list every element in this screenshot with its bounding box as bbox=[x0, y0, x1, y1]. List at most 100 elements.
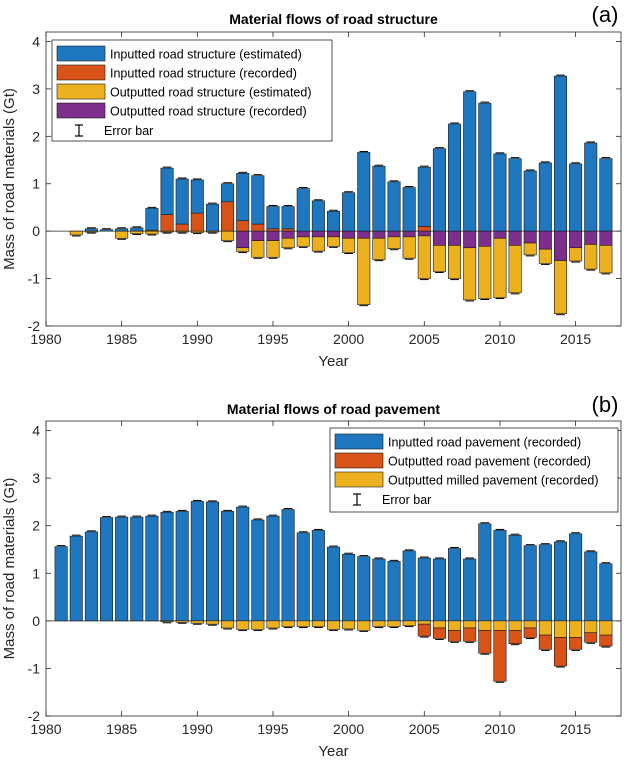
bar-outputted-road-structure-estimated--2000 bbox=[342, 237, 356, 253]
legend-swatch bbox=[334, 433, 384, 450]
y-tick-label: -1 bbox=[28, 271, 41, 287]
bar-outputted-milled-pavement-recorded--2016 bbox=[584, 620, 598, 634]
bar-outputted-road-structure-estimated--2010 bbox=[493, 237, 507, 298]
bar-outputted-milled-pavement-recorded--2007 bbox=[448, 620, 462, 631]
bar-inputted-road-pavement-recorded--1995 bbox=[266, 515, 280, 622]
bar-outputted-milled-pavement-recorded--2002 bbox=[372, 620, 386, 627]
x-tick-label: 2010 bbox=[484, 331, 515, 347]
bar-inputted-road-pavement-recorded--2016 bbox=[584, 551, 598, 622]
x-tick-label: 1985 bbox=[106, 331, 137, 347]
bar-inputted-road-pavement-recorded--1999 bbox=[326, 546, 341, 622]
bar-inputted-road-pavement-recorded--2009 bbox=[478, 523, 492, 622]
x-tick-label: 1980 bbox=[30, 721, 61, 737]
bar-outputted-road-structure-estimated--2004 bbox=[402, 236, 416, 259]
bar-outputted-milled-pavement-recorded--2008 bbox=[463, 620, 477, 629]
bar-inputted-road-structure-recorded--1993 bbox=[236, 220, 250, 232]
bar-inputted-road-pavement-recorded--2015 bbox=[569, 533, 583, 622]
bar-inputted-road-structure-recorded--1988 bbox=[160, 214, 174, 232]
bar-outputted-road-structure-estimated--2006 bbox=[432, 245, 446, 272]
bar-inputted-road-pavement-recorded--2012 bbox=[523, 545, 537, 622]
x-axis-label: Year bbox=[318, 353, 348, 370]
bar-outputted-milled-pavement-recorded--2017 bbox=[599, 620, 613, 636]
bar-inputted-road-pavement-recorded--1985 bbox=[115, 516, 129, 622]
bar-inputted-road-structure-estimated--1992 bbox=[221, 183, 235, 203]
y-tick-label: -1 bbox=[28, 660, 41, 676]
bar-inputted-road-structure-estimated--1987 bbox=[145, 208, 159, 231]
bar-inputted-road-structure-estimated--1990 bbox=[190, 179, 204, 214]
bar-inputted-road-pavement-recorded--2006 bbox=[432, 558, 446, 622]
y-tick-label: 3 bbox=[32, 81, 40, 97]
bar-outputted-road-structure-estimated--2007 bbox=[448, 245, 462, 279]
bar-inputted-road-pavement-recorded--2010 bbox=[493, 530, 507, 622]
bar-outputted-road-structure-estimated--1996 bbox=[281, 237, 295, 249]
bar-outputted-road-structure-recorded--2001 bbox=[357, 230, 371, 239]
bar-outputted-milled-pavement-recorded--2006 bbox=[432, 620, 446, 629]
bar-outputted-road-structure-recorded--1994 bbox=[251, 230, 265, 241]
bar-outputted-road-structure-recorded--2016 bbox=[584, 230, 598, 245]
bar-outputted-milled-pavement-recorded--1990 bbox=[190, 620, 204, 624]
bar-outputted-road-pavement-recorded--2017 bbox=[599, 634, 613, 647]
bar-inputted-road-structure-estimated--2013 bbox=[538, 162, 552, 232]
x-tick-label: 2015 bbox=[560, 721, 591, 737]
bar-outputted-road-structure-estimated--1983 bbox=[84, 230, 98, 233]
bar-inputted-road-structure-recorded--1990 bbox=[190, 212, 204, 232]
bar-outputted-road-structure-estimated--2005 bbox=[417, 235, 431, 279]
bar-outputted-milled-pavement-recorded--2003 bbox=[387, 620, 401, 627]
bar-inputted-road-pavement-recorded--1982 bbox=[69, 535, 83, 622]
bar-inputted-road-structure-estimated--1994 bbox=[251, 175, 265, 225]
bar-outputted-road-structure-recorded--2005 bbox=[417, 230, 431, 237]
bar-outputted-milled-pavement-recorded--2014 bbox=[553, 620, 567, 638]
x-tick-label: 1985 bbox=[106, 721, 137, 737]
legend-swatch bbox=[56, 64, 106, 81]
bar-outputted-road-structure-estimated--1987 bbox=[145, 230, 159, 235]
bar-inputted-road-pavement-recorded--1987 bbox=[145, 515, 159, 622]
bar-inputted-road-pavement-recorded--1993 bbox=[236, 506, 250, 622]
bar-outputted-milled-pavement-recorded--1994 bbox=[251, 620, 265, 630]
bar-outputted-road-structure-recorded--2015 bbox=[569, 230, 583, 249]
bar-outputted-milled-pavement-recorded--2000 bbox=[342, 620, 356, 630]
y-tick-label: 1 bbox=[32, 565, 40, 581]
bar-inputted-road-structure-estimated--2008 bbox=[463, 91, 477, 232]
bar-outputted-road-structure-recorded--2010 bbox=[493, 230, 507, 239]
y-axis-label: Mass of road materials (Gt) bbox=[1, 478, 18, 660]
bar-inputted-road-pavement-recorded--2011 bbox=[508, 534, 522, 622]
bar-inputted-road-structure-recorded--1996 bbox=[281, 228, 295, 232]
bar-inputted-road-structure-estimated--2012 bbox=[523, 170, 537, 232]
bar-inputted-road-structure-recorded--1995 bbox=[266, 228, 280, 232]
bar-outputted-road-pavement-recorded--2008 bbox=[463, 627, 477, 642]
bar-outputted-road-structure-recorded--2013 bbox=[538, 230, 552, 250]
bar-outputted-road-structure-estimated--1990 bbox=[190, 230, 204, 233]
bar-outputted-road-structure-recorded--1996 bbox=[281, 230, 295, 239]
bar-outputted-road-structure-estimated--1986 bbox=[130, 230, 144, 234]
y-tick-label: 1 bbox=[32, 176, 40, 192]
bar-inputted-road-structure-estimated--1983 bbox=[84, 228, 98, 232]
bar-inputted-road-structure-estimated--1995 bbox=[266, 206, 280, 230]
bar-outputted-road-structure-estimated--1994 bbox=[251, 240, 265, 258]
bar-outputted-road-structure-recorded--1993 bbox=[236, 230, 250, 249]
legend-label: Outputted road structure (estimated) bbox=[110, 86, 311, 100]
bar-outputted-milled-pavement-recorded--1992 bbox=[221, 620, 235, 629]
x-tick-label: 1995 bbox=[257, 331, 288, 347]
legend-swatch bbox=[56, 83, 106, 100]
bar-outputted-road-structure-recorded--2011 bbox=[508, 230, 522, 246]
bar-outputted-road-structure-recorded--2004 bbox=[402, 230, 416, 238]
bar-outputted-milled-pavement-recorded--2013 bbox=[538, 620, 552, 636]
bar-outputted-milled-pavement-recorded--2004 bbox=[402, 620, 416, 626]
bar-outputted-milled-pavement-recorded--2015 bbox=[569, 620, 583, 638]
bar-outputted-milled-pavement-recorded--2010 bbox=[493, 620, 507, 631]
bar-outputted-milled-pavement-recorded--1989 bbox=[175, 620, 189, 623]
bar-inputted-road-structure-estimated--2000 bbox=[342, 192, 356, 232]
bar-inputted-road-pavement-recorded--1986 bbox=[130, 516, 144, 622]
bar-inputted-road-pavement-recorded--2004 bbox=[402, 550, 416, 622]
bar-outputted-road-structure-estimated--2017 bbox=[599, 245, 613, 274]
bar-outputted-road-structure-estimated--1989 bbox=[175, 230, 189, 233]
bar-outputted-road-structure-recorded--2008 bbox=[463, 230, 477, 249]
bar-inputted-road-pavement-recorded--1996 bbox=[281, 509, 295, 622]
legend-label: Outputted road pavement (recorded) bbox=[388, 455, 591, 469]
legend-label: Inputted road pavement (recorded) bbox=[388, 436, 581, 450]
bar-inputted-road-pavement-recorded--2017 bbox=[599, 563, 613, 622]
bar-outputted-road-pavement-recorded--2010 bbox=[493, 630, 507, 682]
bar-inputted-road-structure-estimated--1996 bbox=[281, 206, 295, 230]
